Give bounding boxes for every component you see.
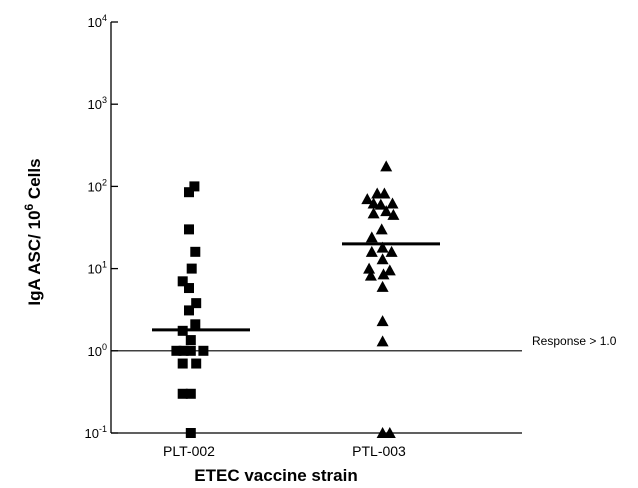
data-point-triangle [374, 198, 387, 210]
data-point-square [171, 345, 182, 356]
data-point-square [184, 283, 194, 294]
data-point-triangle [367, 197, 380, 209]
data-point-triangle [376, 241, 389, 253]
data-point-triangle [385, 245, 398, 257]
x-tick-label: PTL-003 [352, 443, 406, 459]
y-tick-label: 103 [88, 95, 107, 112]
data-point-triangle [365, 231, 378, 243]
data-point-square [190, 319, 201, 330]
data-point-triangle [386, 197, 399, 209]
data-point-square [189, 181, 200, 192]
y-tick-label: 104 [88, 13, 107, 30]
data-point-triangle [387, 208, 400, 220]
data-point-triangle [376, 253, 389, 265]
y-tick-label: 10-1 [85, 424, 107, 441]
data-point-square [184, 305, 194, 316]
data-point-triangle [375, 223, 388, 235]
x-axis-label: ETEC vaccine strain [194, 466, 357, 485]
data-point-triangle [365, 245, 378, 257]
data-point-triangle [367, 207, 380, 219]
data-point-square [184, 187, 194, 198]
data-point-square [198, 345, 209, 356]
data-point-triangle [363, 262, 376, 274]
data-point-square [177, 358, 188, 369]
y-axis-label: IgA ASC/ 106 Cells [22, 158, 44, 305]
data-point-triangle [361, 193, 374, 205]
data-point-triangle [380, 160, 393, 172]
threshold-label: Response > 1.0 [532, 334, 617, 348]
data-point-square [178, 345, 189, 356]
data-point-square [191, 358, 202, 369]
y-axis: 10-1 100 101 102 103 104 [85, 13, 118, 441]
data-point-triangle [383, 264, 396, 276]
data-point-triangle [376, 315, 389, 327]
x-tick-label: PLT-002 [163, 443, 215, 459]
data-points [171, 160, 400, 438]
data-point-square [186, 263, 197, 274]
median-lines [152, 242, 440, 332]
data-point-square [177, 388, 188, 399]
y-tick-label: 102 [88, 177, 107, 194]
y-tick-label: 100 [88, 342, 107, 359]
data-point-triangle [377, 268, 390, 280]
data-point-square [184, 224, 194, 235]
data-point-triangle [380, 205, 393, 217]
data-point-square [185, 335, 196, 346]
data-point-square [191, 298, 202, 309]
data-point-triangle [376, 280, 389, 292]
data-point-triangle [364, 269, 377, 281]
data-point-square [185, 345, 196, 356]
x-axis: PLT-002 PTL-003 [111, 432, 522, 459]
data-point-square [177, 276, 188, 287]
y-tick-label: 101 [88, 260, 107, 277]
data-point-triangle [378, 187, 391, 199]
y-axis-label-sup: 6 [22, 203, 36, 210]
data-point-square [185, 388, 196, 399]
data-point-square [190, 246, 201, 257]
data-point-triangle [376, 335, 389, 347]
